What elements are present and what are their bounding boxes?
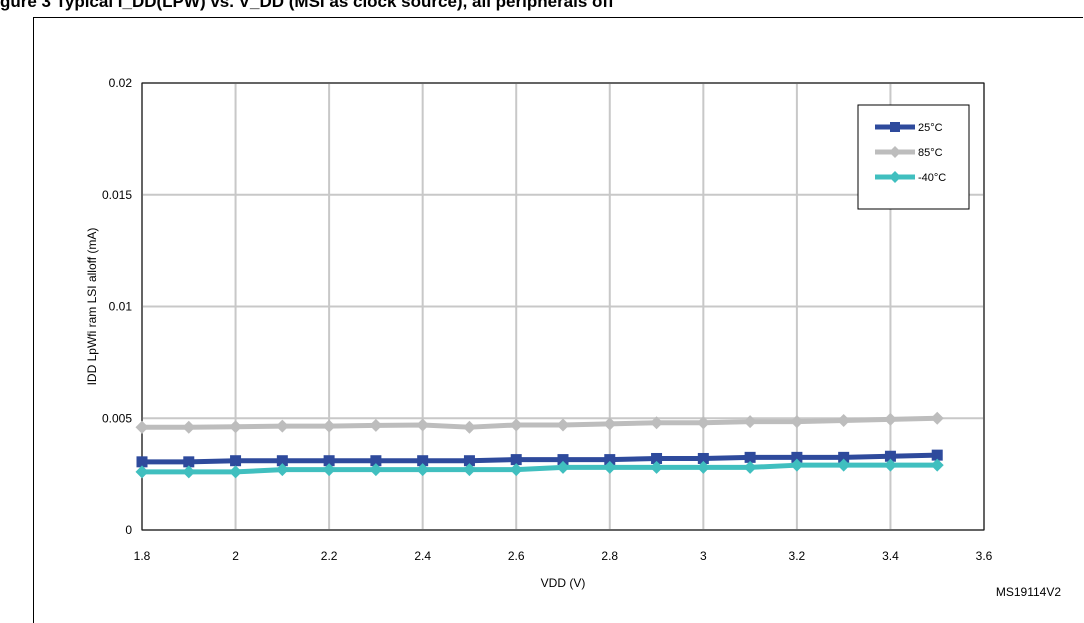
series-1-point-12 [696, 416, 710, 430]
x-axis-label: VDD (V) [541, 576, 586, 590]
series-0-point-10 [604, 454, 616, 466]
series-2-point-2 [229, 465, 243, 479]
series-2-point-1 [182, 465, 196, 479]
series-2-point-16 [883, 458, 897, 472]
series-0-point-12 [697, 452, 709, 464]
data-series [135, 411, 944, 479]
legend-item-2: -40°C [875, 171, 946, 184]
legend: 25°C 85°C -40°C [857, 104, 970, 210]
series-0-point-8 [510, 454, 522, 466]
x-tick-label-0: 1.8 [134, 549, 151, 563]
series-2-point-11 [650, 460, 664, 474]
x-axis-ticks: 1.8 2 2.2 2.4 2.6 2.8 3 3.2 3.4 3.6 [134, 549, 993, 563]
series-2-point-4 [322, 463, 336, 477]
legend-swatch-marker-0 [890, 122, 900, 132]
series-2-line [142, 462, 938, 475]
series-1-point-1 [182, 420, 196, 434]
x-tick-label-8: 3.4 [882, 549, 899, 563]
series-2-point-0 [135, 465, 149, 479]
series-2-point-17 [930, 458, 944, 472]
series-1-point-2 [229, 420, 243, 434]
legend-label-0: 25°C [918, 122, 943, 134]
y-tick-label-4: 0.02 [109, 76, 133, 90]
series-0-point-17 [931, 449, 943, 461]
series-2-point-9 [556, 460, 570, 474]
series-0-point-3 [276, 455, 288, 467]
series-1-point-4 [322, 419, 336, 433]
series-0-point-13 [744, 451, 756, 463]
series-0-point-15 [838, 451, 850, 463]
series-2-point-14 [790, 458, 804, 472]
y-tick-label-3: 0.015 [102, 188, 132, 202]
series-1 [135, 411, 944, 434]
series-2-point-10 [603, 460, 617, 474]
y-tick-label-2: 0.01 [109, 300, 133, 314]
x-tick-label-5: 2.8 [601, 549, 618, 563]
legend-item-1: 85°C [875, 146, 943, 159]
x-tick-label-2: 2.2 [321, 549, 338, 563]
series-0-point-1 [183, 456, 195, 468]
series-0-point-16 [884, 450, 896, 462]
y-tick-label-0: 0 [125, 523, 132, 537]
x-tick-label-6: 3 [700, 549, 707, 563]
series-0 [136, 449, 943, 468]
legend-swatch-marker-2 [889, 171, 901, 183]
y-axis-ticks: 0 0.005 0.01 0.015 0.02 [102, 76, 132, 537]
series-2-point-13 [743, 460, 757, 474]
series-1-point-13 [743, 415, 757, 429]
series-0-point-4 [323, 455, 335, 467]
series-0-point-0 [136, 456, 148, 468]
legend-label-2: -40°C [918, 172, 946, 184]
y-tick-label-1: 0.005 [102, 411, 132, 425]
x-tick-label-1: 2 [232, 549, 239, 563]
series-2-point-5 [369, 463, 383, 477]
series-1-point-10 [603, 417, 617, 431]
series-1-point-9 [556, 418, 570, 432]
legend-label-1: 85°C [918, 147, 943, 159]
legend-item-0: 25°C [875, 122, 943, 134]
series-1-point-8 [509, 418, 523, 432]
series-1-line [142, 415, 938, 430]
series-0-point-7 [463, 455, 475, 467]
series-1-point-5 [369, 418, 383, 432]
series-0-point-6 [417, 455, 429, 467]
series-1-point-6 [416, 418, 430, 432]
x-tick-label-4: 2.6 [508, 549, 525, 563]
series-0-point-5 [370, 455, 382, 467]
series-1-point-16 [883, 412, 897, 426]
y-axis-label: IDD LpWfi ram LSI alloff (mA) [85, 228, 99, 386]
x-tick-label-3: 2.4 [414, 549, 431, 563]
x-tick-label-7: 3.2 [789, 549, 806, 563]
series-0-line [142, 452, 938, 465]
series-1-point-17 [930, 411, 944, 425]
figure-frame [33, 17, 1083, 623]
figure-title: gure 3 Typical I_DD(LPW) vs. V_DD (MSI a… [0, 0, 614, 11]
series-1-point-0 [135, 420, 149, 434]
legend-swatch-marker-1 [889, 146, 901, 158]
series-1-point-11 [650, 416, 664, 430]
series-2 [135, 458, 944, 479]
series-2-point-7 [462, 463, 476, 477]
series-1-point-14 [790, 415, 804, 429]
series-1-point-3 [275, 419, 289, 433]
series-0-point-9 [557, 454, 569, 466]
series-2-point-8 [509, 463, 523, 477]
series-0-point-11 [651, 452, 663, 464]
plot-area [141, 82, 985, 531]
series-2-point-6 [416, 463, 430, 477]
series-0-point-14 [791, 451, 803, 463]
series-0-point-2 [230, 455, 242, 467]
series-2-point-3 [275, 463, 289, 477]
x-tick-label-9: 3.6 [976, 549, 993, 563]
legend-box [857, 104, 970, 210]
series-2-point-12 [696, 460, 710, 474]
series-2-point-15 [837, 458, 851, 472]
series-1-point-7 [462, 420, 476, 434]
series-1-point-15 [837, 413, 851, 427]
figure-id: MS19114V2 [995, 585, 1061, 599]
